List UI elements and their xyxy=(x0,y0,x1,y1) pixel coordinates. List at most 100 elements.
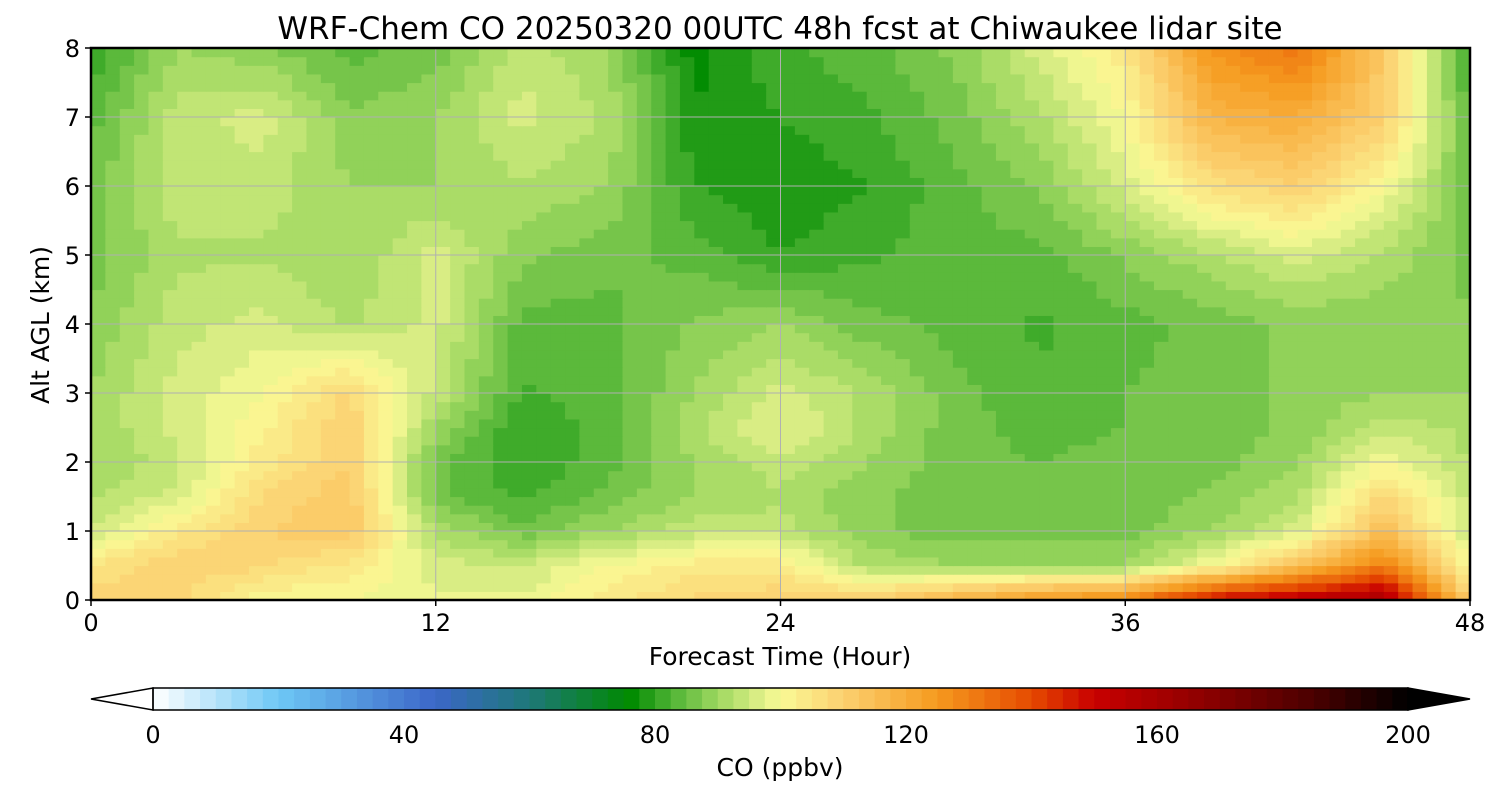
heatmap-cell xyxy=(579,255,595,265)
heatmap-cell xyxy=(1441,263,1457,273)
heatmap-cell xyxy=(651,194,667,204)
heatmap-cell xyxy=(1096,427,1112,437)
heatmap-cell xyxy=(478,565,494,575)
heatmap-cell xyxy=(148,177,164,187)
heatmap-cell xyxy=(1426,384,1442,394)
heatmap-cell xyxy=(162,332,178,342)
heatmap-cell xyxy=(1326,444,1342,454)
heatmap-cell xyxy=(493,237,509,247)
heatmap-cell xyxy=(435,280,451,291)
heatmap-cell xyxy=(277,168,293,178)
heatmap-cell xyxy=(1355,410,1371,420)
heatmap-cell xyxy=(751,194,767,204)
heatmap-cell xyxy=(550,591,566,601)
heatmap-cell xyxy=(335,565,351,575)
heatmap-cell xyxy=(995,410,1011,420)
heatmap-cell xyxy=(1383,315,1399,325)
heatmap-cell xyxy=(1455,315,1471,325)
heatmap-cell xyxy=(866,358,882,368)
heatmap-cell xyxy=(378,306,394,316)
heatmap-cell xyxy=(421,505,437,515)
heatmap-cell xyxy=(1268,436,1284,446)
heatmap-cell xyxy=(220,401,236,411)
heatmap-cell xyxy=(608,220,624,230)
heatmap-cell xyxy=(134,203,150,213)
heatmap-cell xyxy=(407,341,422,351)
heatmap-cell xyxy=(924,582,940,592)
heatmap-cell xyxy=(809,298,825,308)
heatmap-cell xyxy=(1067,220,1083,230)
heatmap-cell xyxy=(435,246,451,256)
heatmap-cell xyxy=(579,453,595,463)
heatmap-cell xyxy=(852,280,868,291)
heatmap-cell xyxy=(1369,194,1385,204)
heatmap-cell xyxy=(995,177,1011,187)
heatmap-cell xyxy=(320,505,336,515)
heatmap-cell xyxy=(335,487,351,498)
heatmap-cell xyxy=(1268,513,1284,523)
heatmap-cell xyxy=(665,194,681,204)
heatmap-cell xyxy=(521,306,537,316)
heatmap-cell xyxy=(1082,436,1098,446)
heatmap-cell xyxy=(1268,349,1284,360)
heatmap-cell xyxy=(1441,418,1457,429)
heatmap-cell xyxy=(1426,168,1442,178)
heatmap-cell xyxy=(220,496,236,506)
heatmap-cell xyxy=(1110,168,1126,178)
heatmap-cell xyxy=(464,531,480,541)
heatmap-cell xyxy=(450,444,466,454)
heatmap-cell xyxy=(1441,462,1457,472)
heatmap-cell xyxy=(1426,462,1442,472)
heatmap-cell xyxy=(1010,444,1026,454)
heatmap-cell xyxy=(119,470,135,480)
heatmap-cell xyxy=(1283,574,1299,584)
heatmap-cell xyxy=(1412,427,1428,437)
heatmap-cell xyxy=(1139,496,1155,506)
heatmap-cell xyxy=(421,194,437,204)
heatmap-cell xyxy=(665,556,681,567)
heatmap-cell xyxy=(909,211,925,222)
heatmap-cell xyxy=(1053,453,1069,463)
heatmap-cell xyxy=(105,574,121,584)
heatmap-cell xyxy=(349,367,365,377)
heatmap-cell xyxy=(493,186,509,196)
heatmap-cell xyxy=(191,186,207,196)
heatmap-cell xyxy=(464,367,480,377)
heatmap-cell xyxy=(823,298,839,308)
heatmap-cell xyxy=(536,384,552,394)
heatmap-cell xyxy=(981,194,997,204)
heatmap-cell xyxy=(881,470,897,480)
heatmap-cell xyxy=(1383,358,1399,368)
heatmap-cell xyxy=(277,591,293,601)
heatmap-cell xyxy=(866,462,882,472)
heatmap-cell xyxy=(1110,194,1126,204)
heatmap-cell xyxy=(608,255,624,265)
heatmap-cell xyxy=(967,272,983,282)
heatmap-cell xyxy=(708,211,724,222)
heatmap-cell xyxy=(1355,289,1371,299)
heatmap-cell xyxy=(407,427,422,437)
heatmap-cell xyxy=(981,470,997,480)
heatmap-cell xyxy=(665,401,681,411)
heatmap-cell xyxy=(363,298,379,308)
heatmap-cell xyxy=(1441,470,1457,480)
heatmap-cell xyxy=(249,591,264,601)
heatmap-cell xyxy=(320,341,336,351)
heatmap-cell xyxy=(1426,479,1442,489)
heatmap-cell xyxy=(1240,384,1256,394)
heatmap-cell xyxy=(708,453,724,463)
heatmap-cell xyxy=(162,410,178,420)
heatmap-cell xyxy=(1326,531,1342,541)
heatmap-cell xyxy=(421,272,437,282)
heatmap-cell xyxy=(91,531,106,541)
heatmap-cell xyxy=(177,401,193,411)
heatmap-cell xyxy=(651,280,667,291)
heatmap-cell xyxy=(1010,565,1026,575)
heatmap-cell xyxy=(1311,367,1327,377)
heatmap-cell xyxy=(277,393,293,403)
heatmap-cell xyxy=(177,255,193,265)
heatmap-cell xyxy=(1010,315,1026,325)
heatmap-cell xyxy=(1297,539,1313,549)
heatmap-cell xyxy=(493,298,509,308)
heatmap-cell xyxy=(1110,393,1126,403)
